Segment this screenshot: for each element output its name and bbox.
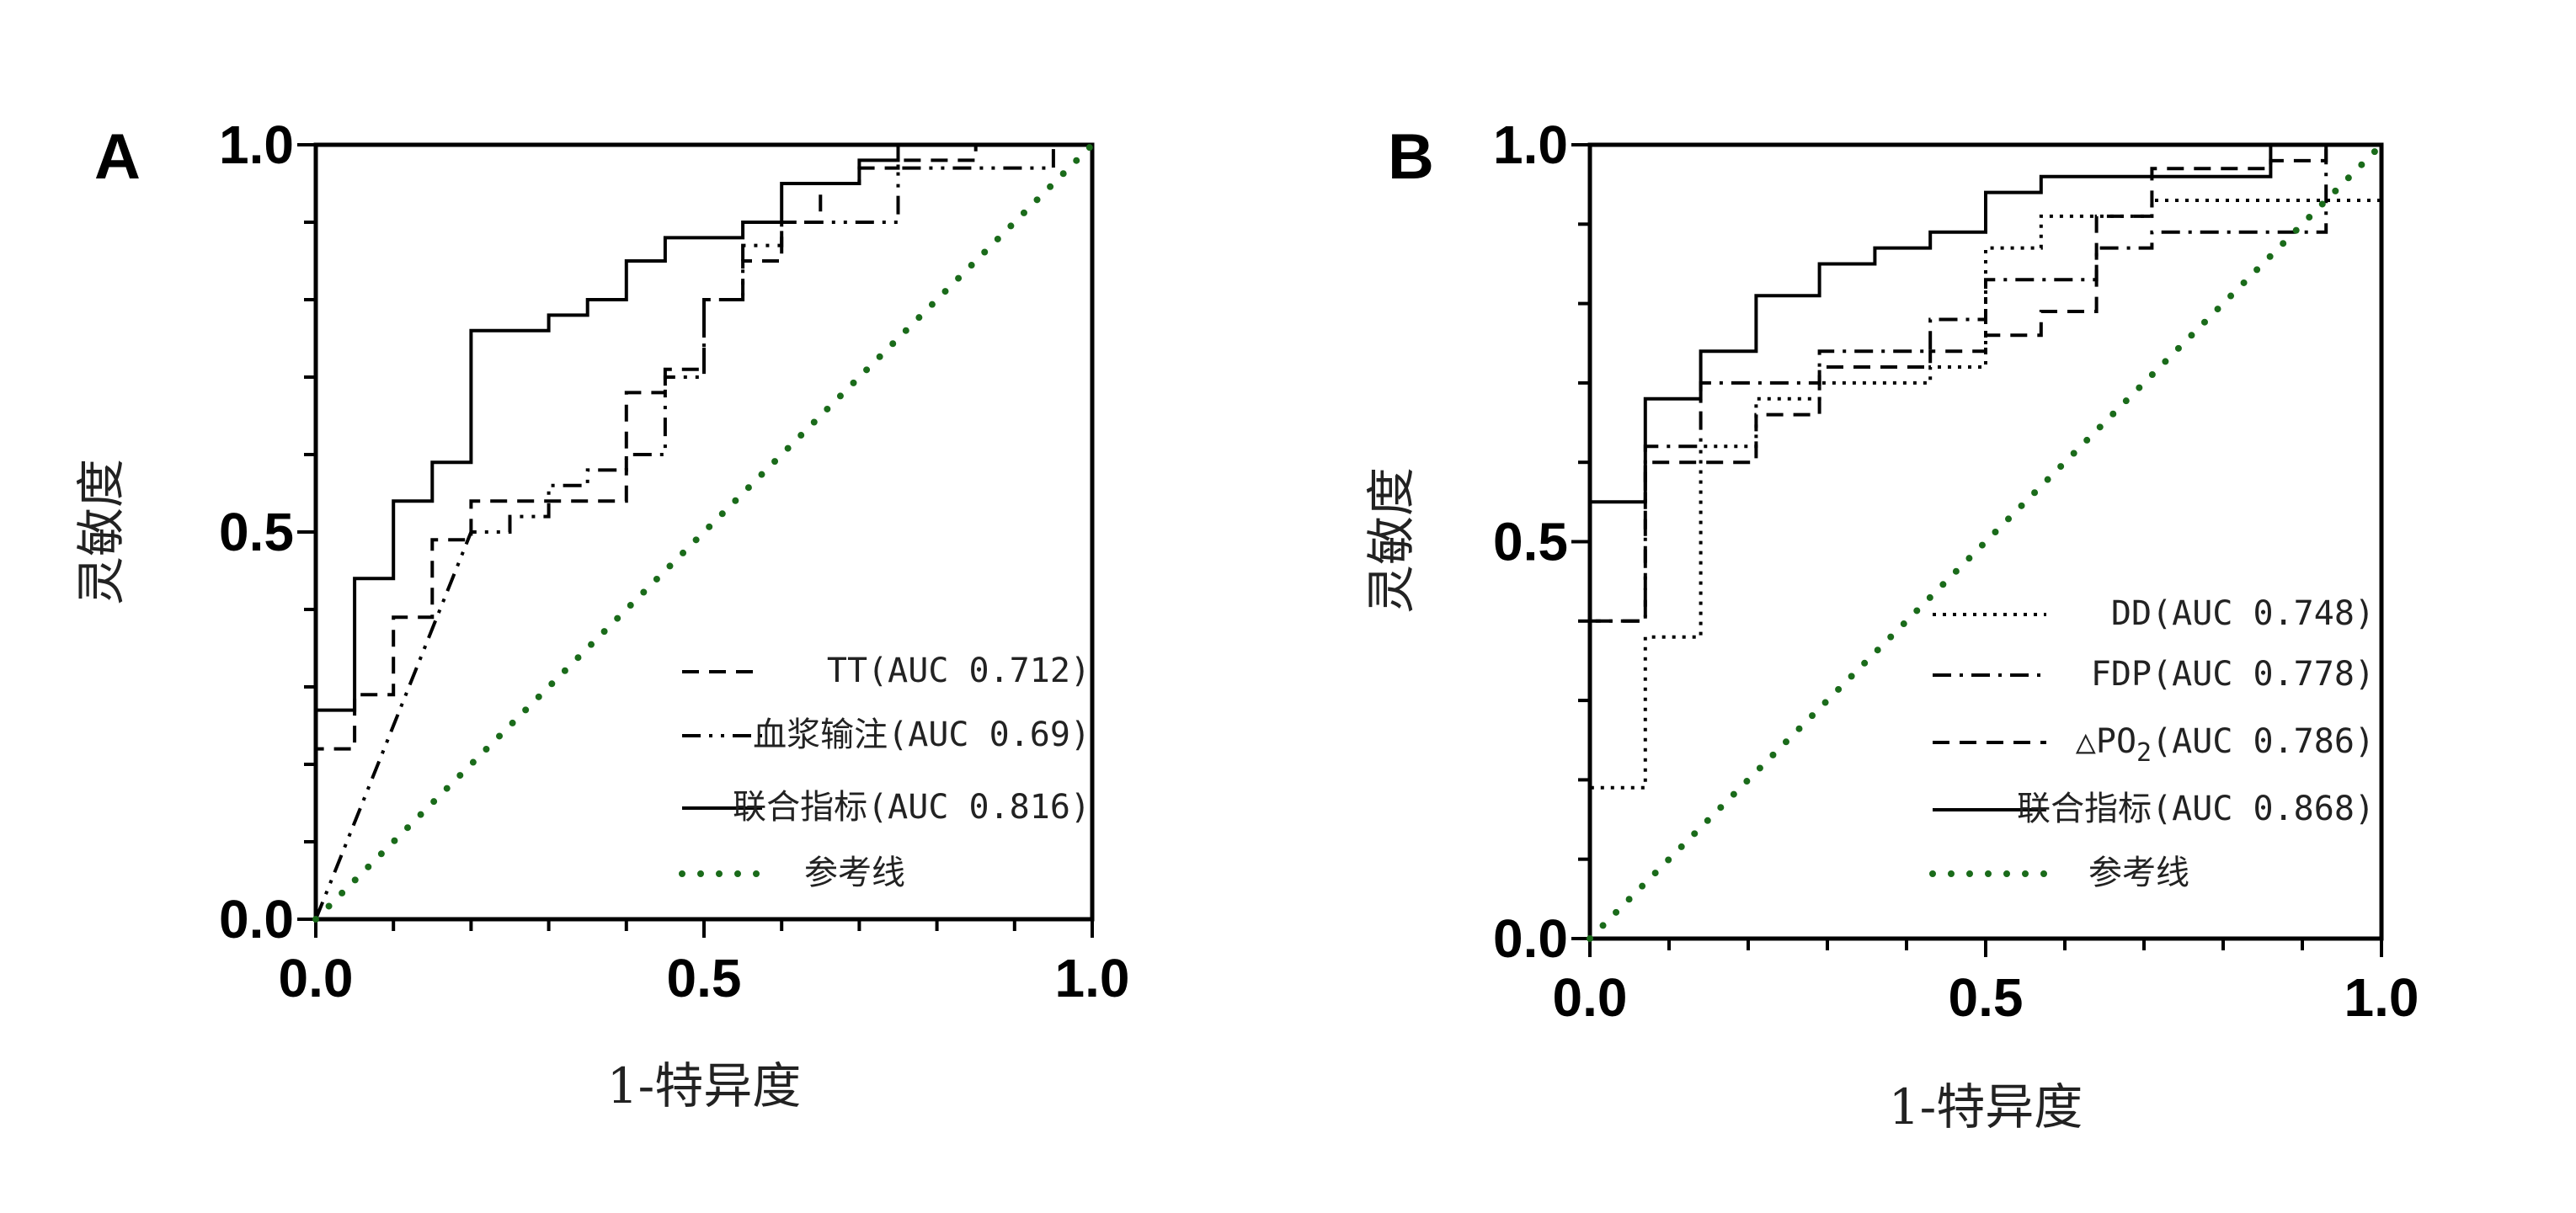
y-axis-title: 灵敏度 [72,459,130,605]
series-line-2 [1588,143,2381,939]
y-tick-label: 0.5 [1493,512,1568,572]
series-line-4 [1587,141,2385,942]
y-tick-label: 1.0 [219,114,294,175]
legend-label: 联合指标(AUC 0.816) [733,788,1091,827]
legend-label: 参考线 [804,854,905,892]
x-tick-label: 1.0 [2344,967,2419,1028]
series-line-0 [314,143,1092,919]
x-axis-title: 1-特异度 [1889,1078,2083,1136]
legend-label: 联合指标(AUC 0.868) [2017,790,2375,828]
series-line-2 [314,143,1092,919]
x-axis-title: 1-特异度 [607,1057,802,1115]
series-line-3 [1588,143,2381,939]
series-line-0 [1588,199,2381,939]
series-line-1 [314,143,1092,920]
legend-label: TT(AUC 0.712) [827,652,1091,690]
y-tick-label: 0.0 [219,889,294,950]
legend-label: DD(AUC 0.748) [2111,594,2375,633]
x-tick-label: 0.0 [279,948,354,1008]
x-tick-label: 0.5 [667,948,742,1008]
legend-label: △PO2(AUC 0.786) [2076,722,2375,768]
y-tick-label: 0.5 [219,502,294,562]
y-tick-label: 0.0 [1493,908,1568,969]
y-tick-label: 1.0 [1493,114,1568,175]
x-tick-label: 1.0 [1055,948,1130,1008]
x-tick-label: 0.5 [1949,967,2024,1028]
series-line-3 [312,141,1096,923]
panel-letter: B [1388,121,1434,193]
chart-panel-b: B 0.0 0.5 1.0 0.0 0.5 1.0 1-特异度 灵敏度 DD(AUC 0.748)… [1363,114,2419,1136]
legend-label: 参考线 [2088,854,2189,892]
legend-label: FDP(AUC 0.778) [2091,655,2375,694]
x-tick-label: 0.0 [1553,967,1628,1028]
panel-letter: A [94,121,141,193]
chart-panel-a: A 0.0 0.5 1.0 0.0 0.5 1.0 1-特异度 灵敏度 TT(AUC 0.712)… [72,114,1129,1115]
legend-label: 血浆输注(AUC 0.69) [753,716,1091,754]
y-axis-title: 灵敏度 [1363,467,1420,614]
